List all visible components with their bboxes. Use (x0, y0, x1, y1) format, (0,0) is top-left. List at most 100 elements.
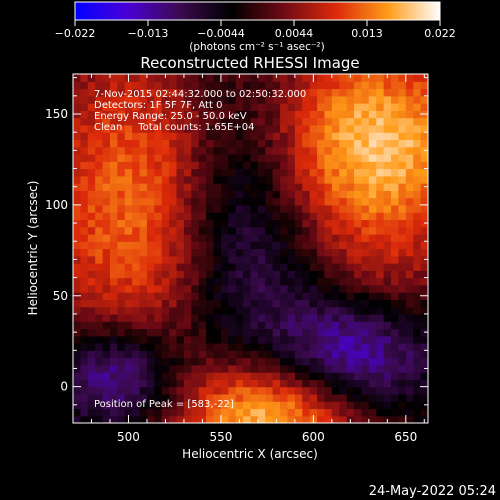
heatmap-cell (324, 212, 333, 221)
annotation-detectors: Detectors: 1F 5F 7F, Att 0 (94, 100, 222, 111)
heatmap-cell (95, 292, 104, 300)
heatmap-cell (139, 321, 148, 330)
heatmap-cell (198, 226, 207, 235)
heatmap-cell (213, 284, 222, 293)
heatmap-cell (272, 263, 281, 271)
heatmap-cell (280, 350, 289, 359)
colorbar-tick-label: −0.013 (128, 27, 169, 40)
heatmap-cell (398, 350, 407, 359)
heatmap-cell (287, 233, 296, 242)
heatmap-cell (257, 146, 266, 155)
heatmap-cell (198, 321, 207, 330)
heatmap-cell (250, 132, 259, 141)
heatmap-cell (146, 270, 155, 279)
heatmap-cell (265, 233, 274, 242)
heatmap-cell (132, 386, 141, 395)
heatmap-cell (73, 357, 81, 366)
heatmap-cell (80, 415, 89, 423)
heatmap-cell (176, 233, 185, 242)
heatmap-cell (213, 146, 222, 155)
heatmap-cell (376, 161, 385, 170)
heatmap-cell (213, 313, 222, 322)
heatmap-cell (405, 248, 414, 257)
heatmap-cell (109, 372, 118, 380)
heatmap-cell (169, 328, 178, 337)
heatmap-cell (228, 328, 237, 337)
heatmap-cell (139, 226, 148, 235)
heatmap-cell (169, 197, 178, 206)
heatmap-cell (73, 175, 81, 184)
heatmap-cell (250, 393, 259, 402)
heatmap-cell (280, 117, 289, 126)
heatmap-cell (235, 153, 244, 162)
heatmap-cell (376, 95, 385, 104)
heatmap-cell (109, 146, 118, 155)
heatmap-cell (169, 132, 178, 141)
heatmap-cell (206, 204, 215, 213)
heatmap-cell (250, 153, 259, 162)
heatmap-cell (169, 204, 178, 213)
heatmap-cell (117, 190, 126, 199)
heatmap-cell (376, 74, 385, 82)
heatmap-cell (198, 103, 207, 111)
heatmap-cell (324, 255, 333, 264)
heatmap-cell (176, 248, 185, 257)
heatmap-cell (250, 233, 259, 242)
heatmap-cell (73, 321, 81, 330)
heatmap-cell (191, 357, 200, 366)
heatmap-cell (250, 161, 259, 170)
heatmap-cell (287, 103, 296, 111)
heatmap-cell (317, 219, 326, 228)
heatmap-cell (383, 146, 392, 155)
heatmap-cell (124, 212, 133, 221)
heatmap-cell (383, 204, 392, 213)
heatmap-cell (243, 95, 252, 104)
heatmap-cell (87, 197, 96, 206)
heatmap-cell (102, 139, 111, 148)
heatmap-cell (146, 226, 155, 235)
heatmap-cell (302, 226, 311, 235)
heatmap-cell (154, 219, 163, 228)
heatmap-cell (368, 124, 377, 133)
heatmap-cell (154, 146, 163, 155)
heatmap-cell (309, 204, 318, 213)
heatmap-cell (235, 321, 244, 330)
heatmap-cell (257, 277, 266, 286)
heatmap-cell (317, 415, 326, 423)
heatmap-cell (80, 168, 89, 177)
heatmap-cell (213, 241, 222, 250)
heatmap-cell (80, 321, 89, 330)
heatmap-cell (398, 364, 407, 373)
heatmap-cell (146, 292, 155, 300)
heatmap-cell (265, 255, 274, 264)
heatmap-cell (346, 88, 355, 97)
heatmap-cell (309, 81, 318, 90)
heatmap-cell (405, 197, 414, 206)
heatmap-cell (161, 124, 170, 133)
heatmap-cell (272, 372, 281, 380)
heatmap-cell (183, 175, 192, 184)
heatmap-cell (324, 161, 333, 170)
heatmap-cell (250, 270, 259, 279)
heatmap-cell (413, 139, 422, 148)
heatmap-cell (391, 415, 400, 423)
heatmap-cell (317, 321, 326, 330)
heatmap-cell (405, 263, 414, 271)
heatmap-cell (213, 328, 222, 337)
heatmap-cell (87, 401, 96, 410)
heatmap-cell (317, 74, 326, 82)
heatmap-cell (146, 263, 155, 271)
heatmap-cell (146, 183, 155, 191)
heatmap-cell (146, 306, 155, 315)
heatmap-cell (206, 139, 215, 148)
heatmap-cell (368, 146, 377, 155)
heatmap-cell (139, 190, 148, 199)
heatmap-cell (376, 343, 385, 351)
heatmap-cell (324, 88, 333, 97)
heatmap-cell (376, 270, 385, 279)
heatmap-cell (302, 153, 311, 162)
heatmap-cell (339, 204, 348, 213)
heatmap-cell (302, 386, 311, 395)
heatmap-cell (280, 153, 289, 162)
heatmap-cell (87, 117, 96, 126)
